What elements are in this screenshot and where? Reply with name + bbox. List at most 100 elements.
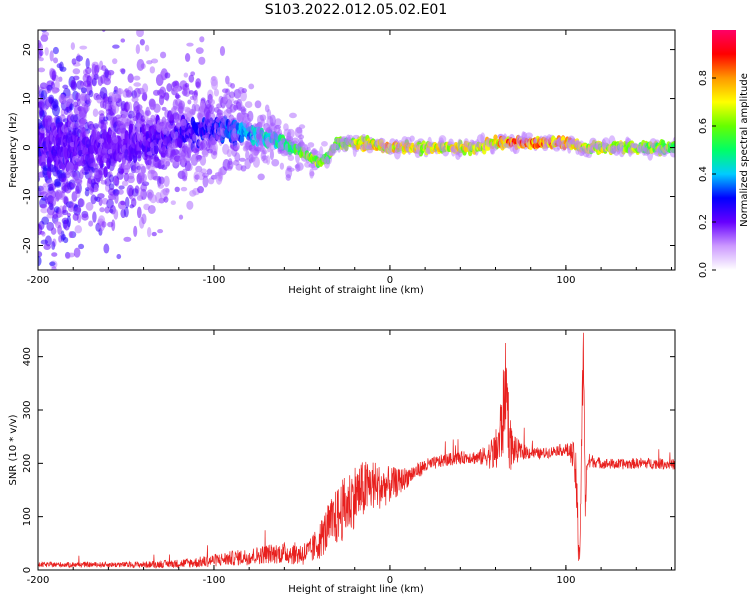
heatmap-cell bbox=[62, 84, 69, 90]
heatmap-cell bbox=[144, 110, 152, 117]
heatmap-cell bbox=[274, 118, 282, 127]
heatmap-cell bbox=[38, 57, 44, 62]
heatmap-cell bbox=[163, 175, 170, 188]
heatmap-cell bbox=[38, 255, 42, 267]
heatmap-cell bbox=[165, 92, 170, 102]
heatmap-cell bbox=[119, 68, 126, 73]
heatmap-cell bbox=[202, 172, 209, 178]
x-tick-label: 100 bbox=[556, 575, 575, 586]
heatmap-cell bbox=[631, 142, 639, 149]
heatmap-cell bbox=[85, 139, 92, 147]
heatmap-cell bbox=[306, 146, 311, 152]
snr-background bbox=[38, 330, 675, 570]
heatmap-cell bbox=[241, 88, 247, 94]
heatmap-cell bbox=[157, 229, 164, 234]
heatmap-cell bbox=[162, 187, 170, 196]
heatmap-cell bbox=[213, 142, 218, 154]
heatmap-cell bbox=[163, 136, 171, 147]
heatmap-cell bbox=[94, 64, 100, 75]
heatmap-cell bbox=[264, 104, 270, 113]
heatmap-cell bbox=[183, 153, 192, 164]
heatmap-cell bbox=[127, 101, 133, 114]
heatmap-cell bbox=[70, 182, 77, 188]
heatmap-cell bbox=[101, 30, 106, 33]
heatmap-cell bbox=[173, 155, 182, 162]
heatmap-cell bbox=[207, 148, 213, 154]
heatmap-cell bbox=[247, 110, 254, 122]
heatmap-cell bbox=[38, 175, 41, 183]
heatmap-cell bbox=[117, 189, 124, 195]
heatmap-cell bbox=[39, 49, 44, 57]
y-tick-label: -10 bbox=[22, 188, 33, 204]
heatmap-cell bbox=[170, 149, 176, 157]
snr-x-ticks: -200 -100 0 100 bbox=[27, 330, 672, 586]
heatmap-cells bbox=[38, 30, 675, 295]
heatmap-cell bbox=[542, 143, 549, 152]
heatmap-cell bbox=[190, 71, 196, 77]
heatmap-cell bbox=[189, 108, 196, 115]
heatmap-cell bbox=[126, 155, 133, 162]
heatmap-cell bbox=[195, 154, 201, 163]
heatmap-cell bbox=[81, 213, 89, 221]
heatmap-cell bbox=[195, 78, 202, 89]
heatmap-cell bbox=[101, 221, 107, 228]
heatmap-cell bbox=[144, 44, 150, 52]
heatmap-cell bbox=[493, 143, 498, 151]
heatmap-cell bbox=[601, 137, 610, 148]
heatmap-cell bbox=[142, 91, 148, 102]
snr-frame bbox=[37, 329, 676, 571]
heatmap-cell bbox=[480, 132, 486, 144]
x-tick-label: -100 bbox=[203, 275, 226, 286]
heatmap-cell bbox=[112, 93, 119, 102]
heatmap-cell bbox=[193, 94, 198, 105]
y-tick-label: 100 bbox=[22, 507, 33, 526]
heatmap-cell bbox=[556, 137, 562, 148]
heatmap-cell bbox=[72, 68, 81, 75]
heatmap-cell bbox=[123, 236, 132, 242]
heatmap-cell bbox=[158, 176, 165, 185]
heatmap-cell bbox=[140, 183, 148, 192]
heatmap-cell bbox=[51, 86, 59, 94]
heatmap-cell bbox=[131, 96, 139, 103]
heatmap-cell bbox=[75, 92, 81, 102]
heatmap-cell bbox=[319, 146, 324, 158]
heatmap-cell bbox=[78, 243, 85, 250]
heatmap-cell bbox=[93, 73, 99, 81]
heatmap-cell bbox=[146, 227, 152, 238]
heatmap-cell bbox=[324, 156, 330, 165]
heatmap-cell bbox=[126, 162, 132, 169]
heatmap-cell bbox=[112, 44, 120, 49]
heatmap-cell bbox=[285, 174, 291, 181]
heatmap-cell bbox=[40, 30, 48, 33]
heatmap-cell bbox=[170, 107, 177, 114]
heatmap-cell bbox=[114, 192, 119, 204]
heatmap-cell bbox=[39, 203, 48, 209]
heatmap-cell bbox=[197, 123, 203, 128]
heatmap-cell bbox=[307, 142, 315, 148]
heatmap-cell bbox=[51, 252, 58, 257]
heatmap-cell bbox=[98, 197, 103, 206]
heatmap-cell bbox=[161, 106, 167, 111]
heatmap-cell bbox=[560, 143, 567, 152]
heatmap-cell bbox=[79, 45, 88, 50]
heatmap-cell bbox=[186, 163, 193, 172]
y-tick-label: 300 bbox=[22, 400, 33, 419]
heatmap-cell bbox=[352, 145, 357, 158]
x-tick-label: -200 bbox=[27, 575, 50, 586]
heatmap-cell bbox=[240, 90, 247, 102]
heatmap-cell bbox=[79, 93, 87, 101]
heatmap-cell bbox=[78, 291, 82, 295]
heatmap-cell bbox=[352, 134, 360, 140]
heatmap-cell bbox=[92, 123, 100, 129]
colorbar-gradient bbox=[712, 30, 736, 270]
heatmap-cell bbox=[85, 57, 90, 70]
heatmap-cell bbox=[120, 200, 126, 206]
heatmap-cell bbox=[66, 215, 71, 228]
heatmap-cell bbox=[74, 225, 83, 234]
heatmap-cell bbox=[234, 152, 241, 162]
heatmap-cell bbox=[85, 104, 90, 112]
heatmap-cell bbox=[121, 180, 129, 187]
heatmap-cell bbox=[199, 36, 205, 43]
heatmap-cell bbox=[149, 194, 157, 204]
heatmap-cell bbox=[187, 99, 192, 105]
